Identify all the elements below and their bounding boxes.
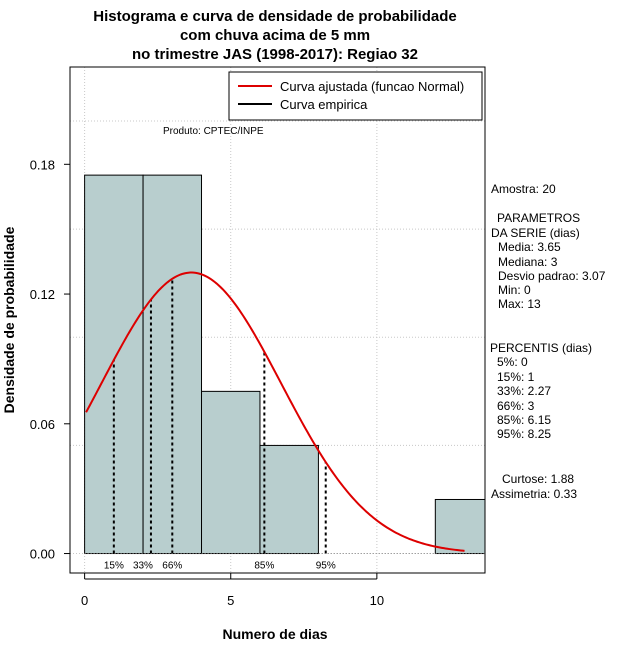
stat-p66: 66%: 3 <box>497 399 535 413</box>
plot-frame <box>69 66 486 574</box>
stat-media: Media: 3.65 <box>498 240 561 254</box>
normal-curve-line <box>85 271 465 552</box>
title-line-2: com chuva acima de 5 mm <box>180 27 370 44</box>
percentile-label-1: 33% <box>133 561 153 572</box>
x-tick-label-1: 5 <box>227 593 234 608</box>
legend-label-empirical: Curva empirica <box>280 97 368 112</box>
x-tick-label-0: 0 <box>81 593 88 608</box>
percentile-labels: 15% 33% 66% 85% 95% <box>104 561 336 572</box>
percentile-label-0: 15% <box>104 561 124 572</box>
y-tick-label-2: 0.12 <box>30 287 55 302</box>
legend-label-fitted: Curva ajustada (funcao Normal) <box>280 79 464 94</box>
legend-box <box>228 71 483 121</box>
title-line-3: no trimestre JAS (1998-2017): Regiao 32 <box>132 46 418 63</box>
histogram-bars <box>84 174 486 555</box>
stat-param-title-1: PARAMETROS <box>497 211 580 225</box>
stat-desvio: Desvio padrao: 3.07 <box>498 269 606 283</box>
percentile-label-4: 95% <box>316 561 336 572</box>
stat-p95: 95%: 8.25 <box>497 427 551 441</box>
y-tick-label-3: 0.18 <box>30 157 55 172</box>
stat-mediana: Mediana: 3 <box>498 255 558 269</box>
bar-3 <box>259 444 319 555</box>
stat-assimetria: Assimetria: 0.33 <box>491 487 577 501</box>
stat-min: Min: 0 <box>498 283 531 297</box>
stat-p15: 15%: 1 <box>497 370 535 384</box>
y-axis-label: Densidade de probabilidade <box>1 226 17 413</box>
percentile-label-3: 85% <box>254 561 274 572</box>
product-annotation: Produto: CPTEC/INPE <box>163 126 264 137</box>
x-axis: 0 5 10 <box>81 573 384 608</box>
bar-6 <box>434 498 486 555</box>
stat-curtose: Curtose: 1.88 <box>502 472 574 486</box>
bar-1 <box>142 174 203 555</box>
y-axis: 0.00 0.06 0.12 0.18 <box>30 157 70 562</box>
y-tick-label-0: 0.00 <box>30 547 55 562</box>
stat-amostra: Amostra: 20 <box>491 182 556 196</box>
title-line-1: Histograma e curva de densidade de proba… <box>93 8 456 25</box>
chart-title: Histograma e curva de densidade de proba… <box>93 8 456 63</box>
stat-param-title-2: DA SERIE (dias) <box>491 226 580 240</box>
stats-panel: Amostra: 20 PARAMETROS DA SERIE (dias) M… <box>490 182 606 501</box>
bar-2 <box>201 390 261 555</box>
legend: Curva ajustada (funcao Normal) Curva emp… <box>228 71 483 121</box>
stat-percentis-title: PERCENTIS (dias) <box>490 341 592 355</box>
stat-max: Max: 13 <box>498 297 541 311</box>
percentile-label-2: 66% <box>162 561 182 572</box>
stat-p5: 5%: 0 <box>497 355 528 369</box>
percentile-lines <box>84 278 485 555</box>
y-tick-label-1: 0.06 <box>30 417 55 432</box>
x-tick-label-2: 10 <box>370 593 384 608</box>
stat-p33: 33%: 2.27 <box>497 384 551 398</box>
stat-p85: 85%: 6.15 <box>497 413 551 427</box>
x-axis-label: Numero de dias <box>222 626 327 642</box>
